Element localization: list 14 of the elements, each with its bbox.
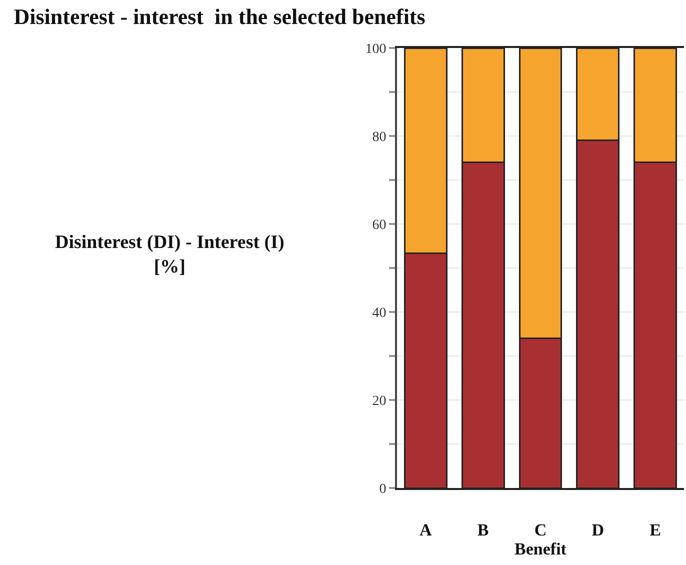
x-axis-title: Benefit (514, 539, 567, 558)
x-tick-label: C (534, 520, 547, 540)
y-tick-label: 80 (372, 130, 386, 145)
x-tick-label: D (592, 520, 604, 540)
y-axis-title: Disinterest (DI) - Interest (I) [%] (55, 232, 284, 278)
y-tick-label: 60 (372, 218, 386, 233)
y-tick-label: 40 (372, 306, 386, 321)
y-tick-label: 100 (365, 42, 386, 57)
x-tick-label: B (477, 520, 489, 540)
x-tick-label: A (420, 520, 433, 540)
y-tick-label: 20 (372, 394, 386, 409)
text: Disinterest - interest in the selected benefits (14, 4, 426, 29)
y-tick-label: 0 (379, 482, 386, 497)
x-tick-label: E (650, 520, 661, 540)
